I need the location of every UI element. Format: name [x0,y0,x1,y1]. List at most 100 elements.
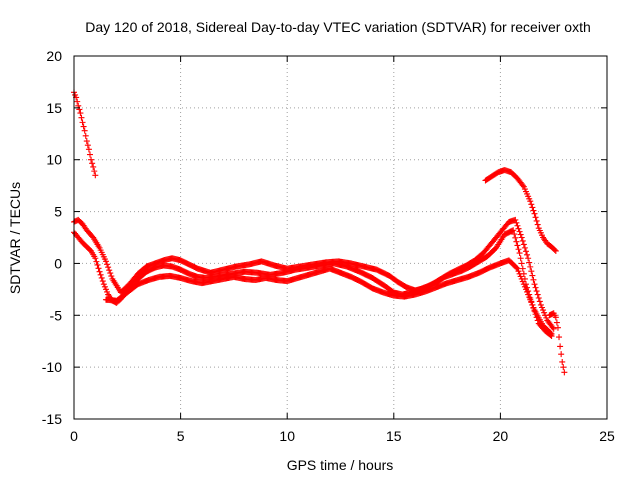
data-point [527,296,534,303]
data-point [534,221,541,228]
data-point [81,127,88,134]
y-tick-label: 0 [54,255,62,271]
data-point [517,273,524,280]
data-point [77,110,84,117]
data-point [560,364,567,371]
y-tick-label: -5 [50,307,63,323]
data-point [515,246,522,253]
data-point [531,281,538,288]
data-point [540,307,547,314]
data-point [94,261,101,268]
data-point [528,299,535,306]
data-point [516,250,523,257]
y-tick-label: -10 [42,359,62,375]
data-point [512,216,519,223]
data-point [97,271,104,278]
series-trace-c [102,257,555,337]
data-point [557,343,564,350]
data-points [71,89,568,376]
data-point [536,298,543,305]
data-point [102,286,109,293]
data-point [521,244,528,251]
data-point [525,291,532,298]
x-tick-label: 10 [279,428,295,444]
data-point [519,278,526,285]
data-point [530,304,537,311]
data-point [102,258,109,265]
plot-frame [73,55,608,420]
data-point [84,142,91,149]
data-point [519,182,526,189]
data-point [531,210,538,217]
data-point [98,274,105,281]
data-point [513,219,520,226]
data-point [549,324,556,331]
data-point [106,267,113,274]
data-point [517,231,524,238]
data-point [554,324,561,331]
data-point [76,106,83,113]
data-point [92,255,99,262]
chart-title: Day 120 of 2018, Sidereal Day-to-day VTE… [85,19,591,35]
data-point [529,272,536,279]
data-point [93,258,100,265]
data-point [521,283,528,290]
series-trace-early [71,89,99,179]
data-point [518,275,525,282]
data-point [529,301,536,308]
data-point [512,234,519,241]
x-tick-label: 15 [386,428,402,444]
data-point [514,242,521,249]
data-point [520,241,527,248]
series-trace-tail [546,310,568,376]
grid-lines [74,56,607,419]
data-point [96,268,103,275]
data-point [90,163,97,170]
data-point [107,270,114,277]
data-point [532,214,539,221]
y-axis-label: SDTVAR / TECUs [7,182,23,294]
data-point [95,265,102,272]
data-point [522,286,529,293]
data-point [516,228,523,235]
data-point [89,160,96,167]
data-point [522,248,529,255]
data-point [82,132,89,139]
data-point [529,204,536,211]
data-point [514,222,521,229]
data-point [516,270,523,277]
series-trace-late [482,167,559,254]
data-point [104,261,111,268]
axis-ticks: 0 5 10 15 20 25 -15 -10 -5 0 5 10 15 20 [42,48,615,444]
data-point [520,281,527,288]
y-tick-label: 15 [46,100,62,116]
data-point [541,309,548,316]
y-tick-label: 20 [46,48,62,64]
data-point [518,260,525,267]
data-point [524,251,531,258]
data-point [525,255,532,262]
x-tick-label: 0 [70,428,78,444]
data-point [518,234,525,241]
data-point [559,358,566,365]
data-point [79,119,86,126]
data-point [537,301,544,308]
data-point [543,314,550,321]
x-tick-label: 25 [599,428,615,444]
data-point [550,325,557,332]
data-point [533,217,540,224]
y-tick-label: 5 [54,204,62,220]
data-point [558,351,565,358]
series-trace-b [71,216,557,332]
data-point [552,314,559,321]
y-tick-label: 10 [46,152,62,168]
data-point [86,151,93,158]
x-tick-label: 5 [177,428,185,444]
data-point [553,319,560,326]
data-point [530,207,537,214]
data-point [526,294,533,301]
data-point [526,259,533,266]
data-point [104,288,111,295]
data-point [551,246,558,253]
